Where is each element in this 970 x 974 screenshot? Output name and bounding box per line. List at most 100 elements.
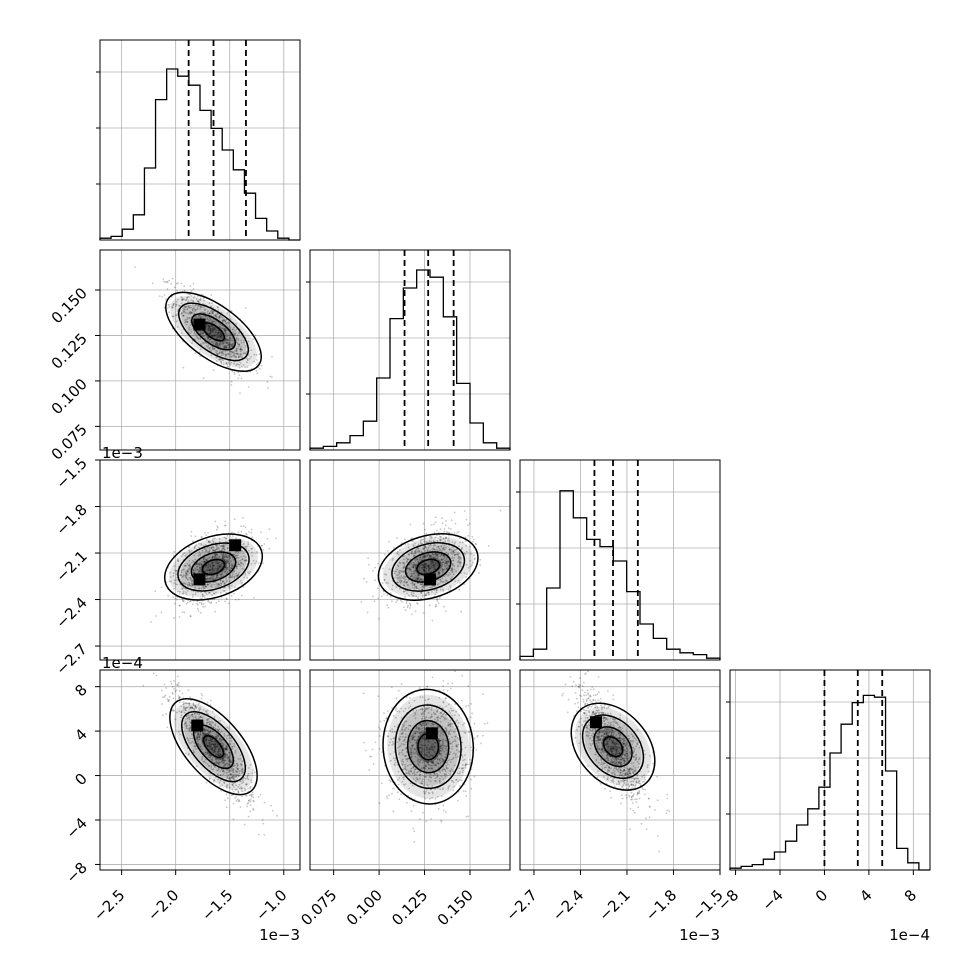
scatter-point (267, 538, 269, 540)
scatter-point (235, 796, 237, 798)
scatter-point (472, 541, 474, 543)
scatter-point (168, 311, 170, 313)
scatter-point (142, 685, 144, 687)
scatter-point (361, 601, 363, 603)
scatter-point (238, 599, 240, 601)
scatter-point (238, 374, 240, 376)
scatter-point (256, 359, 258, 361)
scatter-point (207, 702, 209, 704)
scatter-point (204, 606, 206, 608)
scatter-point (409, 607, 411, 609)
scatter-point (252, 794, 254, 796)
scatter-point (258, 796, 260, 798)
scatter-point (165, 713, 167, 715)
scatter-point (171, 683, 173, 685)
scatter-point (276, 815, 278, 817)
scatter-point (154, 590, 156, 592)
scatter-point (229, 535, 231, 537)
scatter-point (267, 387, 269, 389)
scatter-point (201, 698, 203, 700)
scatter-point (398, 690, 400, 692)
scatter-point (406, 600, 408, 602)
scatter-point (262, 819, 264, 821)
scatter-point (435, 521, 437, 523)
scatter-point (405, 544, 407, 546)
scatter-point (169, 306, 171, 308)
hist-1 (310, 270, 510, 450)
scatter-point (405, 609, 407, 611)
density-peak-1 (229, 539, 241, 551)
scatter-point (433, 524, 435, 526)
scatter-point (173, 698, 175, 700)
scatter-point (184, 290, 186, 292)
scatter-point (176, 283, 178, 285)
scatter-point (396, 600, 398, 602)
scatter-point (372, 570, 374, 572)
scatter-point (465, 540, 467, 542)
scatter-point (243, 525, 245, 527)
scatter-point (258, 353, 260, 355)
scatter-point (451, 519, 453, 521)
scatter-point (172, 278, 174, 280)
scatter-point (256, 370, 258, 372)
scatter-point (201, 695, 203, 697)
scatter-point (387, 550, 389, 552)
scatter-point (377, 598, 379, 600)
scatter-point (435, 516, 437, 518)
scatter-point (260, 531, 262, 533)
scatter-point (367, 612, 369, 614)
scatter-point (233, 818, 235, 820)
scatter-point (425, 820, 427, 822)
scatter-point (169, 696, 171, 698)
scatter-point (419, 687, 421, 689)
scatter-point (176, 599, 178, 601)
scatter-point (173, 551, 175, 553)
scatter-point (238, 378, 240, 380)
scatter-point (233, 791, 235, 793)
scatter-point (474, 558, 476, 560)
scatter-point (250, 532, 252, 534)
scatter-point (237, 372, 239, 374)
scatter-point (387, 798, 389, 800)
scatter-point (245, 527, 247, 529)
scatter-point (225, 524, 227, 526)
scatter-point (423, 612, 425, 614)
scatter-point (425, 533, 427, 535)
scatter-point (218, 600, 220, 602)
scatter-point (193, 283, 195, 285)
scatter-point (250, 804, 252, 806)
scatter-point (204, 597, 206, 599)
scatter-point (162, 714, 164, 716)
scatter-point (164, 684, 166, 686)
hist-0 (100, 69, 300, 240)
scatter-point (439, 597, 441, 599)
scatter-point (470, 703, 472, 705)
scatter-point (448, 535, 450, 537)
scatter-point (248, 800, 250, 802)
scatter-point (448, 527, 450, 529)
scatter-point (407, 605, 409, 607)
scatter-point (167, 304, 169, 306)
scatter-point (395, 602, 397, 604)
scatter-point (390, 596, 392, 598)
scatter-point (454, 671, 456, 673)
panel-grid-0-0 (100, 40, 300, 240)
scatter-point (182, 611, 184, 613)
scatter-point (363, 578, 365, 580)
scatter-point (152, 283, 154, 285)
scatter-point (388, 794, 390, 796)
scatter-point (175, 691, 177, 693)
scatter-point (219, 785, 221, 787)
scatter-point (479, 559, 481, 561)
scatter-point (430, 818, 432, 820)
scatter-point (429, 604, 431, 606)
scatter-point (379, 802, 381, 804)
scatter-point (150, 621, 152, 623)
scatter-point (233, 803, 235, 805)
scatter-point (469, 546, 471, 548)
scatter-point (446, 531, 448, 533)
scatter-point (471, 536, 473, 538)
scatter-point (269, 548, 271, 550)
scatter-point (235, 599, 237, 601)
scatter-point (424, 529, 426, 531)
